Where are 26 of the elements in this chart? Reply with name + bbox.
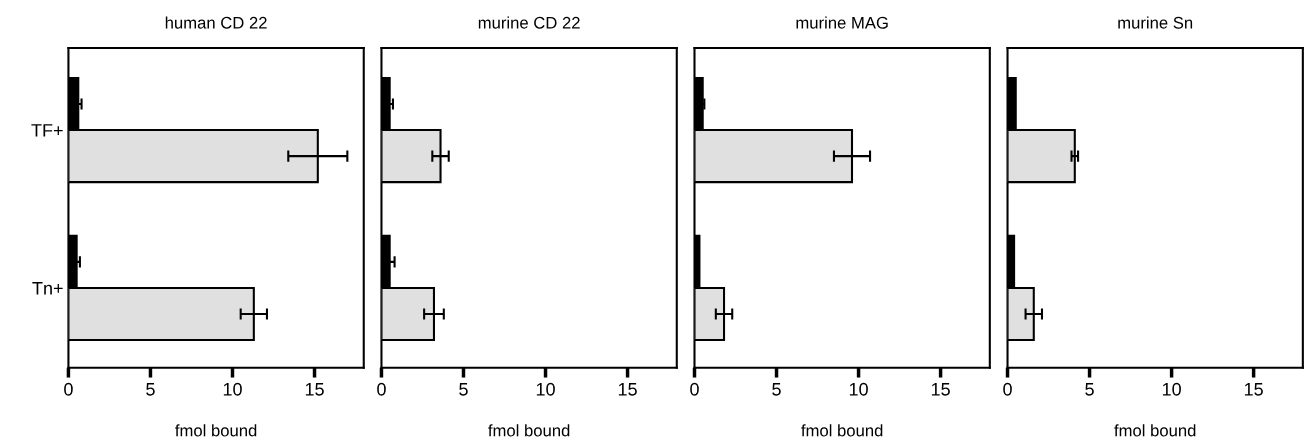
chart-title: murine Sn: [1118, 16, 1193, 29]
x-tick-label: 0: [690, 382, 699, 396]
y-tick-label: TF+: [31, 124, 63, 137]
x-tick-label: 5: [146, 383, 155, 396]
x-tick-label: 15: [1244, 383, 1263, 396]
chart-title: murine MAG: [796, 16, 888, 29]
chart-title: human CD 22: [165, 16, 267, 29]
x-axis-title: fmol bound: [488, 424, 570, 437]
x-tick-label: 15: [931, 383, 950, 396]
x-tick-label: 10: [536, 382, 555, 396]
x-tick-label: 15: [618, 383, 637, 396]
x-tick-label: 10: [849, 382, 868, 396]
x-tick-label: 0: [1003, 382, 1012, 396]
x-tick-label: 10: [1162, 382, 1181, 396]
x-tick-label: 5: [459, 383, 468, 396]
x-axis-title: fmol bound: [801, 424, 883, 437]
x-tick-label: 5: [772, 383, 781, 396]
x-tick-label: 0: [377, 382, 386, 396]
x-tick-label: 10: [223, 382, 242, 396]
y-tick-label: Tn+: [32, 282, 63, 295]
x-tick-label: 0: [64, 382, 73, 396]
x-tick-label: 5: [1085, 383, 1094, 396]
x-axis-title: fmol bound: [1114, 424, 1196, 437]
chart-title: murine CD 22: [478, 16, 580, 29]
x-tick-label: 15: [305, 383, 324, 396]
x-axis-title: fmol bound: [175, 424, 257, 437]
